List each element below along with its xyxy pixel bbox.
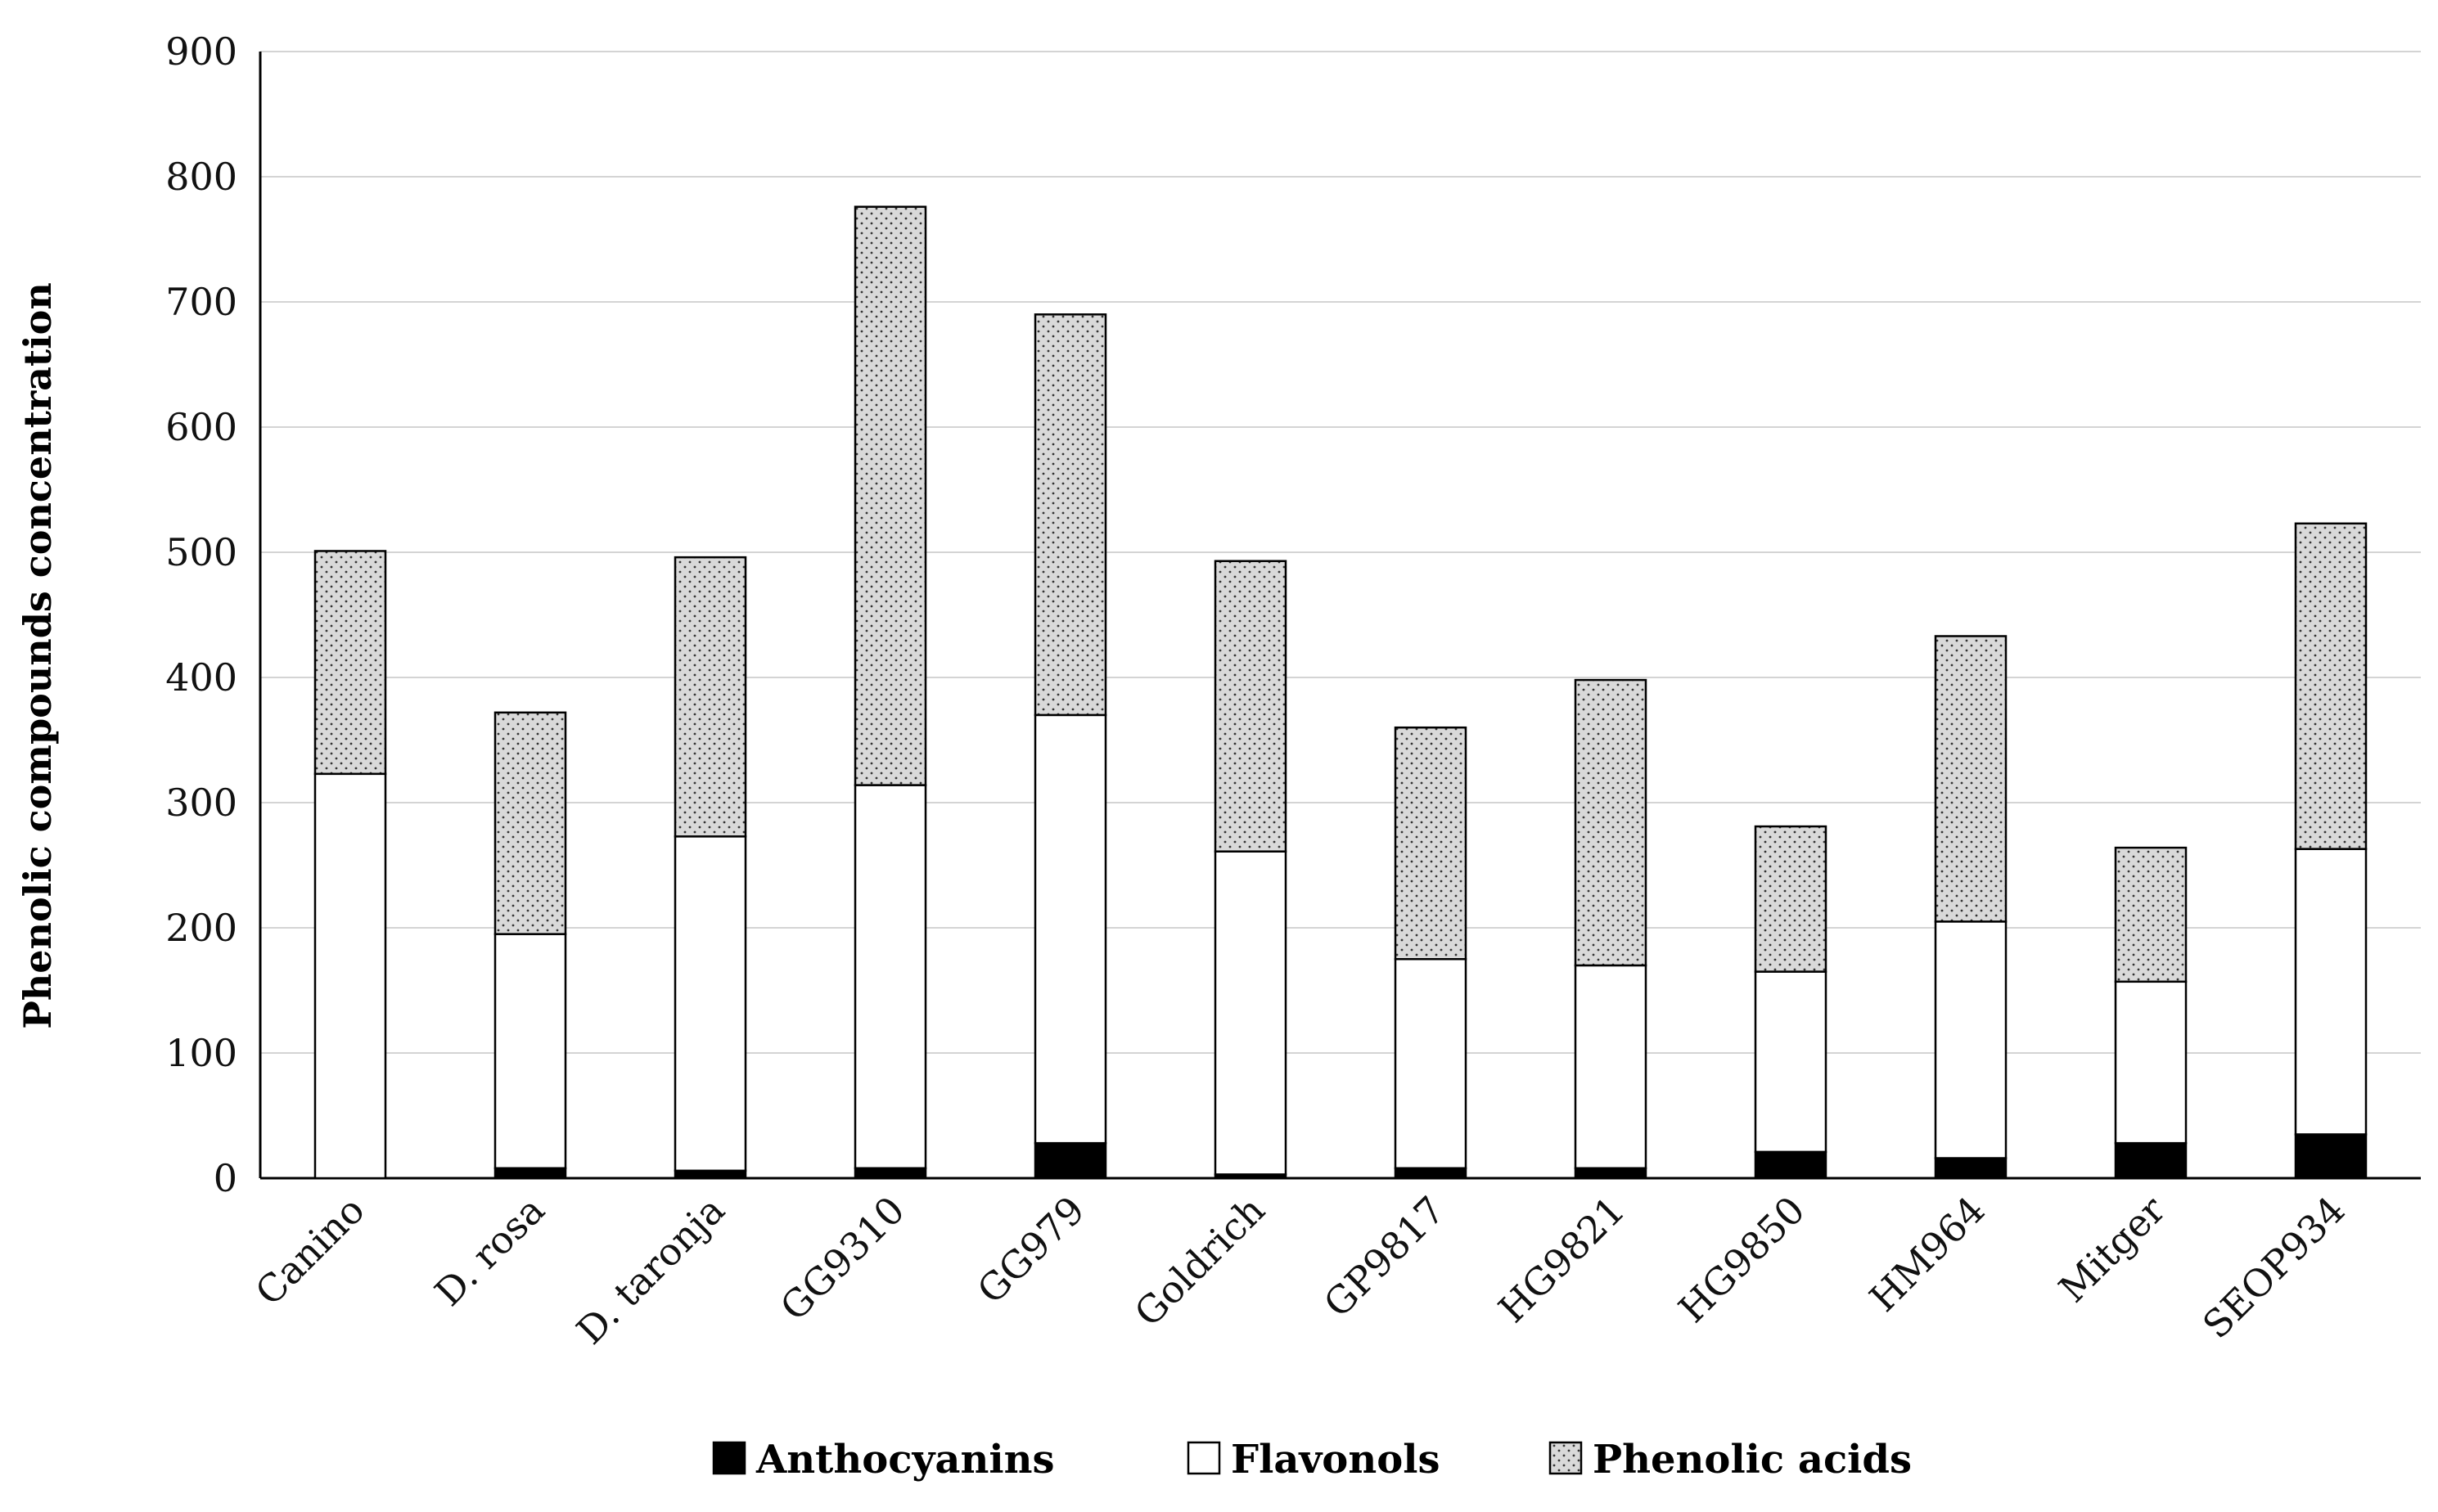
legend-swatch-flavonols xyxy=(1187,1441,1221,1475)
bar-anthocyanins-gp9817 xyxy=(1394,1167,1467,1180)
x-tick-label: HM964 xyxy=(1861,1188,1994,1321)
x-tick-label: Mitger xyxy=(2050,1188,2174,1312)
y-tick-label: 300 xyxy=(165,781,237,825)
legend-swatch-anthocyanins xyxy=(712,1441,746,1475)
x-tick-labels: Canino D. rosa D. taronja GG9310 GG979 Goldri… xyxy=(246,1188,2353,1353)
bar-flavonols-hg9821 xyxy=(1574,964,1647,1170)
x-tick-label: SEOP934 xyxy=(2194,1188,2354,1348)
bar-flavonols-gp9817 xyxy=(1394,958,1467,1170)
y-tick-label: 100 xyxy=(165,1031,237,1075)
y-tick-label: 700 xyxy=(165,280,237,324)
bar-flavonols-d-rosa xyxy=(493,933,567,1170)
y-tick-labels: 0 100 200 300 400 500 600 700 800 900 xyxy=(165,29,237,1200)
y-tick-label: 200 xyxy=(165,906,237,950)
bar-flavonols-goldrich xyxy=(1214,850,1287,1176)
x-tick-label: D. taronja xyxy=(568,1188,733,1353)
y-tick-label: 600 xyxy=(165,405,237,449)
bar-flavonols-hg9850 xyxy=(1754,970,1827,1154)
x-tick-label: GP9817 xyxy=(1315,1188,1453,1326)
x-tick-label: GG979 xyxy=(969,1188,1093,1312)
bar-anthocyanins-hm964 xyxy=(1934,1157,2008,1180)
bar-anthocyanins-gg9310 xyxy=(854,1167,927,1180)
legend: Anthocyanins Flavonols Phenolic acids xyxy=(712,1437,1912,1483)
bar-phenolic-acids-hm964 xyxy=(1934,635,2008,923)
bar-phenolic-acids-gg9310 xyxy=(854,205,927,786)
legend-label-anthocyanins: Anthocyanins xyxy=(755,1437,1055,1483)
x-tick-label: HG9850 xyxy=(1670,1188,1813,1331)
axes xyxy=(259,52,2421,1180)
bar-flavonols-d-taronja xyxy=(674,835,747,1172)
bar-phenolic-acids-gp9817 xyxy=(1394,726,1467,961)
bar-phenolic-acids-mitger xyxy=(2114,846,2188,983)
y-tick-label: 400 xyxy=(165,655,237,700)
bar-phenolic-acids-seop934 xyxy=(2294,522,2368,850)
bar-anthocyanins-hg9821 xyxy=(1574,1167,1647,1180)
bar-phenolic-acids-gg979 xyxy=(1034,313,1107,717)
bar-phenolic-acids-hg9850 xyxy=(1754,825,1827,973)
bar-anthocyanins-mitger xyxy=(2114,1141,2188,1180)
x-tick-label: Goldrich xyxy=(1126,1188,1273,1335)
bars xyxy=(313,205,2368,1180)
bar-flavonols-canino xyxy=(313,772,387,1180)
y-tick-label: 500 xyxy=(165,530,237,574)
x-tick-label: GG9310 xyxy=(772,1188,913,1330)
bar-phenolic-acids-d-rosa xyxy=(493,711,567,935)
bar-anthocyanins-d-taronja xyxy=(674,1169,747,1180)
bar-phenolic-acids-canino xyxy=(313,550,387,776)
legend-swatch-phenolic-acids xyxy=(1548,1441,1583,1475)
bar-flavonols-hm964 xyxy=(1934,920,2008,1159)
bar-flavonols-mitger xyxy=(2114,980,2188,1145)
gridlines xyxy=(260,51,2421,1054)
y-axis-label: Phenolic compounds concentration xyxy=(16,282,60,1029)
legend-label-flavonols: Flavonols xyxy=(1231,1437,1440,1483)
bar-flavonols-seop934 xyxy=(2294,848,2368,1136)
legend-label-phenolic-acids: Phenolic acids xyxy=(1593,1437,1912,1483)
bar-anthocyanins-hg9850 xyxy=(1754,1150,1827,1180)
y-tick-label: 0 xyxy=(214,1156,237,1200)
bar-phenolic-acids-hg9821 xyxy=(1574,678,1647,967)
x-tick-label: D. rosa xyxy=(426,1188,553,1315)
x-tick-label: Canino xyxy=(246,1188,372,1314)
bar-anthocyanins-gg979 xyxy=(1034,1141,1107,1180)
bar-phenolic-acids-d-taronja xyxy=(674,556,747,838)
bar-flavonols-gg9310 xyxy=(854,784,927,1170)
x-tick-label: HG9821 xyxy=(1489,1188,1633,1331)
bar-flavonols-gg979 xyxy=(1034,713,1107,1145)
y-tick-label: 900 xyxy=(165,29,237,74)
y-tick-label: 800 xyxy=(165,155,237,199)
bar-phenolic-acids-goldrich xyxy=(1214,560,1287,853)
bar-anthocyanins-seop934 xyxy=(2294,1133,2368,1180)
bar-anthocyanins-d-rosa xyxy=(493,1167,567,1180)
